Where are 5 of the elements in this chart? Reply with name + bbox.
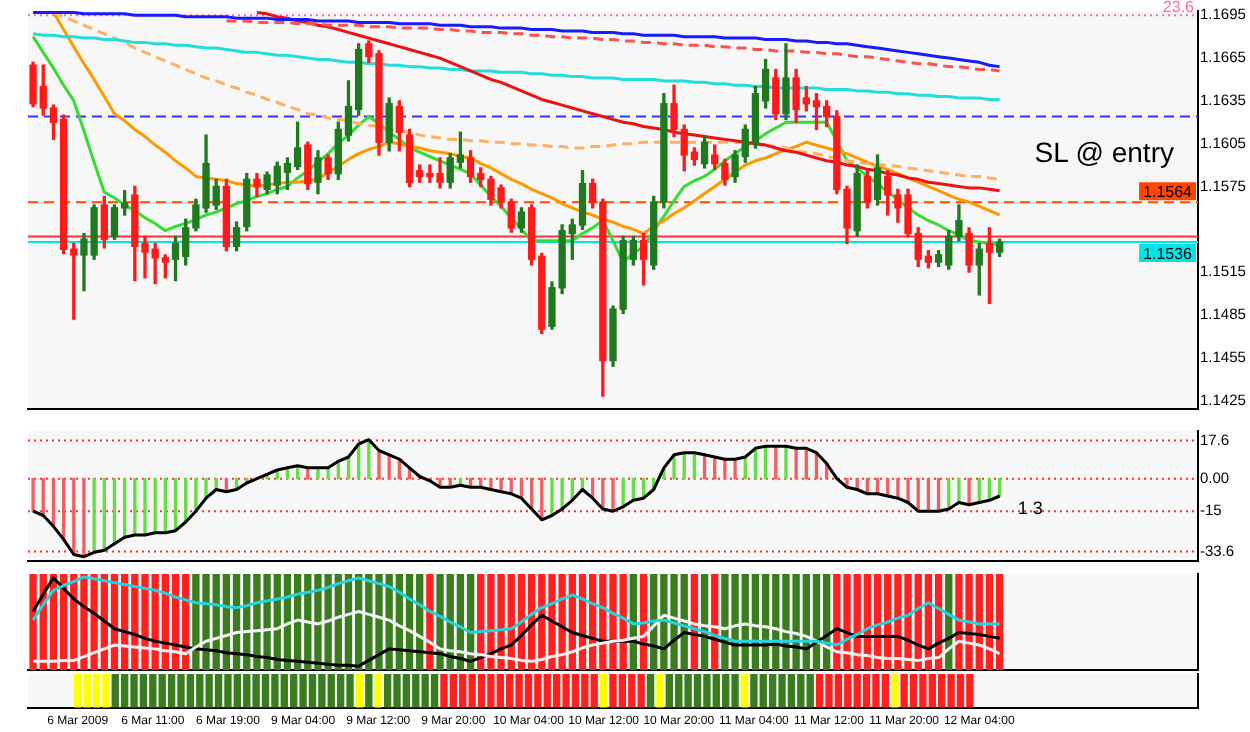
annotation: 23.6: [1162, 0, 1196, 16]
ref-line-label: 1.1564: [1143, 182, 1194, 201]
text: 1 3: [1017, 497, 1043, 518]
ref-line-label: 1.1536: [1143, 244, 1194, 263]
text: SL @ entry: [1034, 136, 1174, 168]
